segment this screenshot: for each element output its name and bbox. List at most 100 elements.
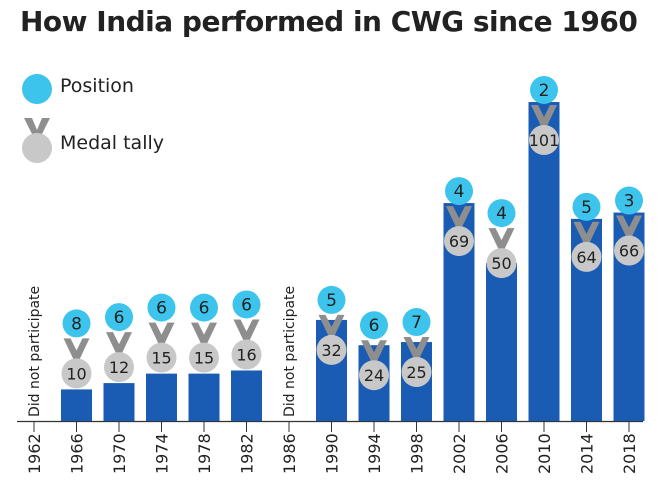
position-value-label: 7	[411, 313, 422, 333]
medal-bar	[61, 389, 92, 421]
position-value-label: 5	[326, 291, 337, 311]
medal-bar	[231, 370, 262, 421]
medal-icon	[401, 337, 432, 388]
position-circle	[572, 192, 601, 221]
medal-ribbon	[403, 337, 430, 359]
medal-circle	[529, 125, 559, 155]
medal-bar	[528, 102, 560, 421]
medal-value-label: 12	[109, 358, 129, 377]
medal-icon	[61, 338, 92, 389]
medal-value-label: 15	[194, 349, 214, 368]
medal-icon	[571, 221, 602, 272]
x-tick-label: 1982	[238, 433, 257, 474]
medal-circle	[189, 342, 219, 373]
medal-circle	[486, 248, 517, 279]
medal-icon	[444, 206, 474, 257]
medal-value-label: 25	[406, 363, 426, 382]
medal-value-label: 50	[491, 254, 511, 273]
position-circle	[190, 293, 218, 322]
position-circle	[445, 177, 473, 206]
did-not-participate-note: Did not participate	[27, 286, 43, 417]
medal-bar	[486, 263, 517, 421]
position-value-label: 6	[369, 316, 380, 336]
position-value-label: 6	[114, 308, 125, 328]
x-tick-label: 1970	[110, 433, 129, 474]
medal-ribbon	[148, 322, 175, 344]
medal-value-label: 16	[236, 345, 256, 364]
x-tick-label: 1978	[195, 433, 214, 474]
medal-value-label: 101	[529, 131, 560, 150]
position-value-label: 6	[156, 299, 167, 319]
position-value-label: 5	[581, 198, 592, 218]
medal-ribbon	[488, 228, 515, 250]
medal-value-label: 66	[619, 242, 639, 261]
legend-position-label: Position	[60, 75, 134, 97]
medal-bar	[103, 383, 135, 421]
medal-circle	[231, 339, 262, 370]
position-value-label: 2	[539, 81, 550, 101]
medal-icon	[22, 118, 52, 163]
position-value-label: 4	[454, 182, 465, 202]
medal-circle	[359, 360, 389, 391]
x-tick-label: 1962	[25, 433, 44, 474]
medal-icon	[529, 105, 559, 155]
position-value-label: 4	[496, 204, 507, 224]
x-tick-label: 2002	[450, 433, 469, 474]
x-tick-label: 1994	[365, 433, 384, 474]
position-circle	[317, 285, 346, 314]
position-circle	[147, 293, 176, 322]
position-value-label: 6	[241, 295, 252, 315]
medal-circle	[146, 342, 177, 373]
medal-circle	[316, 334, 347, 365]
medal-circle	[104, 352, 134, 383]
x-tick-label: 1986	[280, 433, 299, 474]
medal-value-label: 24	[364, 366, 384, 385]
circle-icon	[22, 74, 52, 104]
position-value-label: 6	[199, 299, 210, 319]
legend-medal-label: Medal tally	[60, 132, 164, 154]
position-circle	[487, 199, 516, 228]
medal-icon	[614, 215, 644, 266]
medal-icon	[316, 314, 347, 365]
medal-value-label: 15	[151, 349, 171, 368]
x-tick-label: 2006	[493, 433, 512, 474]
medal-ribbon	[233, 319, 260, 341]
medal-circle	[614, 235, 644, 266]
medal-circle	[61, 358, 92, 389]
medal-ribbon	[63, 338, 90, 360]
medal-ribbon	[361, 340, 387, 362]
x-tick-label: 2018	[620, 433, 639, 474]
medal-bar	[146, 373, 177, 421]
position-circle	[360, 311, 388, 340]
medal-ribbon	[573, 221, 600, 243]
medal-icon	[189, 322, 219, 373]
medal-circle	[444, 226, 474, 257]
position-circle	[402, 308, 431, 337]
x-tick-label: 1990	[323, 433, 342, 474]
medal-icon	[359, 340, 389, 391]
medal-ribbon	[531, 105, 557, 126]
x-tick-label: 1966	[68, 433, 87, 474]
medal-bar	[188, 373, 220, 421]
medal-icon	[486, 228, 517, 279]
position-circle	[232, 290, 261, 319]
medal-value-label: 69	[449, 232, 469, 251]
medal-icon	[104, 332, 134, 383]
x-tick-label: 1998	[408, 433, 427, 474]
position-circle	[615, 186, 643, 215]
medal-icon	[146, 322, 177, 373]
position-circle	[530, 76, 558, 104]
medal-circle	[401, 357, 432, 388]
medal-ribbon	[106, 332, 132, 354]
chart-title: How India performed in CWG since 1960	[20, 5, 638, 38]
medal-value-label: 10	[66, 364, 86, 383]
medal-ribbon	[616, 215, 642, 237]
x-tick-label: 2010	[535, 433, 554, 474]
medal-circle	[571, 241, 602, 272]
position-circle	[62, 309, 91, 338]
medal-icon	[231, 319, 262, 370]
medal-ribbon	[191, 322, 217, 344]
medal-ribbon	[318, 314, 345, 336]
x-tick-label: 1974	[153, 433, 172, 474]
